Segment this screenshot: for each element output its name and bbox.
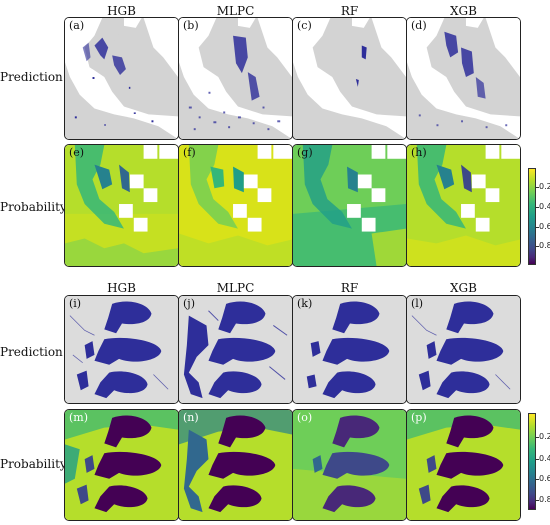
colorbar-tick-mark [536,207,539,208]
panel-b-mlpc-prediction: (b) [178,17,293,140]
colorbar-tick-label: 0.6 [539,474,550,483]
column-title-mlpc-top: MLPC [216,4,255,18]
panel-c-rf-prediction: (c) [292,17,407,140]
panel-k-rf-prediction: (k) [292,295,407,404]
reservoir-map [407,296,520,403]
colorbar-tick-mark [536,500,539,501]
column-title-rf-top: RF [340,4,359,18]
panel-p-xgb-probability: (p) [406,409,521,521]
panel-g-rf-probability: (g) [292,144,407,267]
bay-map [407,18,520,139]
panel-label: (a) [69,19,85,32]
panel-label: (b) [183,19,199,32]
probability-heatmap [407,410,520,520]
panel-a-hgb-prediction: (a) [64,17,179,140]
colorbar-tick-mark [536,246,539,247]
panel-label: (f) [183,146,196,159]
row-label-probability-bottom: Probability [0,457,67,471]
probability-heatmap [65,145,178,266]
panel-i-hgb-prediction: (i) [64,295,179,404]
panel-label: (e) [69,146,85,159]
column-title-mlpc-bottom: MLPC [216,281,255,295]
panel-label: (l) [411,297,424,310]
column-title-rf-bottom: RF [340,281,359,295]
probability-heatmap [179,145,292,266]
colorbar-tick-mark [536,187,539,188]
panel-j-mlpc-prediction: (j) [178,295,293,404]
column-title-hgb-bottom: HGB [107,281,136,295]
row-label-prediction-bottom: Prediction [0,345,63,359]
colorbar-tick-label: 0.8 [539,241,550,250]
probability-heatmap [65,410,178,520]
panel-label: (k) [297,297,313,310]
bay-map [65,18,178,139]
panel-m-hgb-probability: (m) [64,409,179,521]
panel-label: (h) [411,146,427,159]
bay-map [179,18,292,139]
panel-h-xgb-probability: (h) [406,144,521,267]
colorbar-bottom [528,413,536,510]
reservoir-map [65,296,178,403]
colorbar-tick-label: 0.2 [539,432,550,441]
panel-label: (o) [297,411,313,424]
colorbar-tick-label: 0.4 [539,454,550,463]
reservoir-map [293,296,406,403]
panel-label: (d) [411,19,427,32]
panel-label: (j) [183,297,195,310]
panel-o-rf-probability: (o) [292,409,407,521]
panel-l-xgb-prediction: (l) [406,295,521,404]
panel-label: (n) [183,411,199,424]
colorbar-tick-mark [536,479,539,480]
panel-label: (g) [297,146,313,159]
bay-map [293,18,406,139]
column-title-xgb-top: XGB [450,4,477,18]
column-title-xgb-bottom: XGB [450,281,477,295]
probability-heatmap [179,410,292,520]
row-label-prediction-top: Prediction [0,70,63,84]
panel-d-xgb-prediction: (d) [406,17,521,140]
colorbar-top [528,168,536,265]
panel-e-hgb-probability: (e) [64,144,179,267]
reservoir-map [179,296,292,403]
column-title-hgb-top: HGB [107,4,136,18]
panel-label: (m) [69,411,89,424]
panel-label: (i) [69,297,82,310]
panel-f-mlpc-probability: (f) [178,144,293,267]
panel-label: (p) [411,411,427,424]
colorbar-tick-label: 0.6 [539,222,550,231]
colorbar-tick-label: 0.2 [539,182,550,191]
colorbar-tick-mark [536,227,539,228]
colorbar-tick-label: 0.8 [539,495,550,504]
probability-heatmap [293,145,406,266]
probability-heatmap [293,410,406,520]
colorbar-tick-mark [536,437,539,438]
probability-heatmap [407,145,520,266]
colorbar-tick-mark [536,459,539,460]
panel-n-mlpc-probability: (n) [178,409,293,521]
colorbar-tick-label: 0.4 [539,202,550,211]
panel-label: (c) [297,19,312,32]
row-label-probability-top: Probability [0,200,67,214]
